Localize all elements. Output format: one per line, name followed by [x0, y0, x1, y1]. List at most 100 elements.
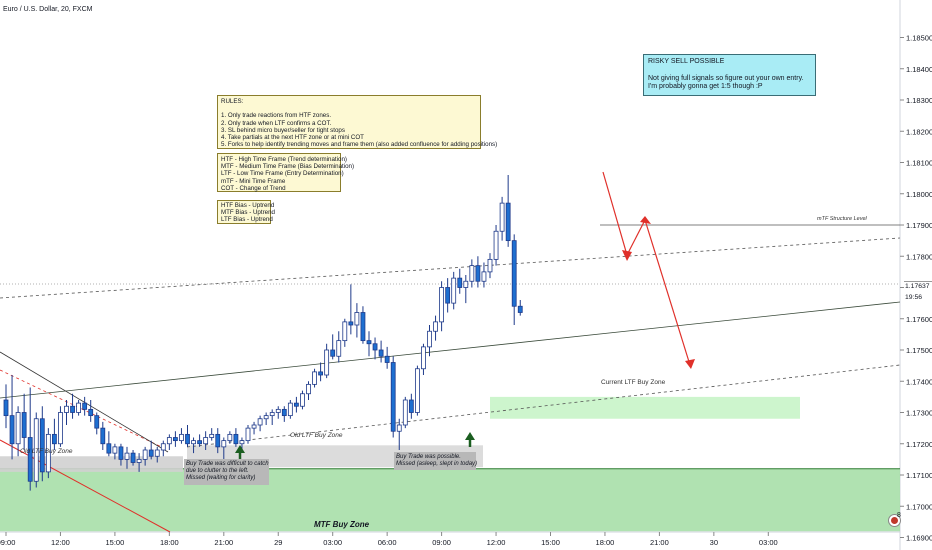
- candle-body: [275, 408, 281, 413]
- candle-body: [9, 415, 15, 445]
- candle-body: [408, 399, 414, 413]
- candle-body: [318, 371, 324, 376]
- candle-body: [3, 399, 9, 417]
- time-tick-label: 21:00: [214, 538, 233, 547]
- time-tick-label: 21:00: [650, 538, 669, 547]
- time-tick-label: 06:00: [378, 538, 397, 547]
- candle-body: [64, 405, 69, 413]
- fork-median-line: [0, 301, 901, 399]
- timeframes-note[interactable]: HTF - High Time Frame (Trend determinati…: [217, 153, 354, 192]
- buy-trade-note-2[interactable]: Buy Trade was possible. Missed (asleep, …: [394, 452, 477, 470]
- candle-body: [39, 418, 45, 473]
- candle-body: [517, 305, 523, 313]
- mtf-buy-zone: [0, 468, 900, 532]
- candle-body: [245, 427, 251, 442]
- candle-body: [52, 433, 57, 445]
- candle-body: [70, 405, 75, 413]
- price-tick-label: 1.17900: [906, 221, 932, 230]
- candle-body: [287, 402, 293, 417]
- candle-body: [384, 355, 390, 363]
- candle-body: [505, 202, 511, 242]
- candle-body: [257, 418, 263, 426]
- rules-note[interactable]: RULES: 1. Only trade reactions from HTF …: [217, 95, 497, 149]
- candle-body: [58, 412, 63, 445]
- candles-layer: [3, 175, 523, 491]
- candle-body: [142, 449, 148, 460]
- down-trend-solid: [0, 351, 169, 453]
- candle-body: [300, 393, 305, 407]
- buy-arrow-up-2-head: [465, 432, 475, 440]
- candle-body: [457, 277, 463, 288]
- time-tick-label: 12:00: [487, 538, 506, 547]
- candle-body: [481, 271, 487, 282]
- bias-note[interactable]: HTF Bias - Uptrend MTF Bias - Uptrend LT…: [217, 200, 275, 224]
- candle-body: [179, 433, 184, 442]
- candle-body: [33, 418, 39, 482]
- candle-body: [487, 258, 493, 273]
- candle-body: [293, 402, 299, 407]
- price-tick-label: 1.17500: [906, 346, 932, 355]
- sell-arrow-1-head: [622, 250, 632, 261]
- mtf-structure-label: mTF Structure Level: [817, 216, 867, 222]
- price-tick-label: 1.18000: [906, 190, 932, 199]
- candle-body: [185, 433, 190, 445]
- candle-body: [239, 440, 245, 445]
- time-tick-label: 12:00: [51, 538, 70, 547]
- candle-body: [112, 446, 118, 454]
- candle-body: [451, 277, 457, 304]
- candle-body: [366, 340, 372, 345]
- candle-body: [360, 312, 366, 342]
- candle-body: [439, 287, 445, 323]
- zone-layer: [0, 396, 900, 532]
- candle-body: [100, 427, 106, 445]
- retrace-arrow: [626, 219, 646, 256]
- candle-body: [469, 265, 475, 282]
- risky-sell-note[interactable]: RISKY SELL POSSIBLE Not giving full sign…: [643, 54, 816, 96]
- price-tick-label: 1.17000: [906, 502, 932, 511]
- candle-body: [21, 412, 27, 438]
- price-tick-label: 1.17400: [906, 377, 932, 386]
- candle-body: [372, 343, 378, 351]
- sell-arrow-2: [644, 219, 691, 366]
- candle-body: [269, 412, 275, 417]
- price-tick-label: 1.18500: [906, 34, 932, 43]
- candle-body: [76, 402, 81, 413]
- candle-body: [336, 340, 342, 357]
- tradingview-logo-icon[interactable]: [888, 514, 901, 527]
- candle-body: [330, 349, 336, 357]
- sell-arrow-1: [602, 171, 628, 256]
- candle-body: [251, 424, 257, 429]
- candle-body: [427, 330, 432, 348]
- candle-body: [475, 265, 481, 282]
- candle-body: [136, 458, 142, 463]
- candle-body: [312, 371, 317, 385]
- price-tick-label: 1.17300: [906, 409, 932, 418]
- candle-body: [166, 437, 172, 445]
- candle-body: [148, 449, 154, 457]
- price-tick-label: 1.18400: [906, 65, 932, 74]
- candle-body: [324, 349, 330, 376]
- candle-body: [160, 443, 166, 451]
- candle-body: [191, 440, 196, 445]
- time-tick-label: 03:00: [759, 538, 778, 547]
- time-tick-label: 18:00: [160, 538, 179, 547]
- candle-body: [342, 321, 348, 342]
- candle-body: [499, 202, 505, 232]
- price-tick-label: 1.17600: [906, 315, 932, 324]
- chart-title: Euro / U.S. Dollar, 20, FXCM: [3, 6, 93, 13]
- retrace-arrow-head: [640, 216, 651, 224]
- time-tick-label: 15:00: [541, 538, 560, 547]
- candle-body: [227, 433, 233, 442]
- buy-trade-note-1[interactable]: Buy Trade was difficult to catch due to …: [184, 459, 269, 485]
- time-tick-label: 09:00: [0, 538, 15, 547]
- time-tick-label: 03:00: [323, 538, 342, 547]
- current-ltf-buy-zone: [490, 396, 800, 419]
- candle-body: [94, 415, 100, 429]
- candle-body: [263, 415, 269, 420]
- mtf-buy-zone-label: MTF Buy Zone: [314, 520, 370, 529]
- candle-body: [421, 346, 426, 370]
- background-layer: [0, 0, 901, 550]
- trendline-layer: [0, 224, 901, 533]
- candle-body: [445, 287, 451, 304]
